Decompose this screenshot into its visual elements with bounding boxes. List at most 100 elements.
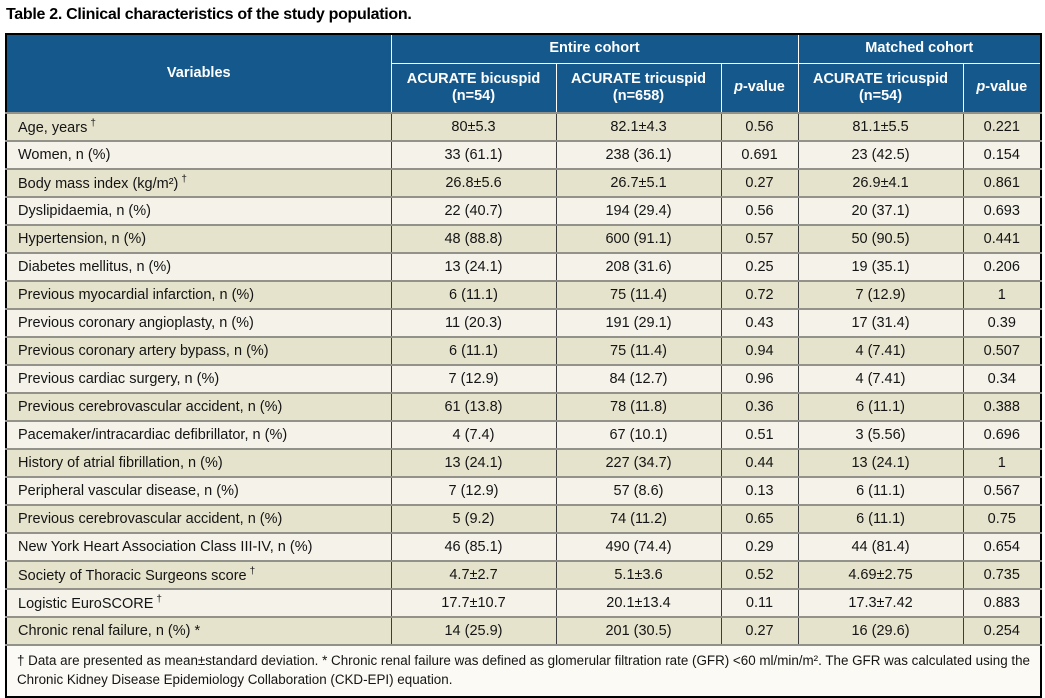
table-footer: † Data are presented as mean±standard de…: [6, 643, 1042, 698]
table-row: Peripheral vascular disease, n (%) 7 (12.…: [6, 476, 1042, 505]
cell-value: 0.65: [720, 504, 799, 533]
table-row: Previous cerebrovascular accident, n (%)…: [6, 504, 1042, 533]
cell-value: 17.3±7.42: [797, 588, 964, 617]
cell-value: 0.567: [962, 476, 1042, 505]
cell-value: 23 (42.5): [797, 140, 964, 169]
cell-value: 26.8±5.6: [390, 168, 556, 197]
cell-value: 0.75: [962, 504, 1042, 533]
cell-value: 0.691: [720, 140, 799, 169]
column-header-line1: ACURATE tricuspid: [812, 70, 949, 87]
cell-value: 0.36: [720, 392, 799, 421]
cell-value: 0.39: [962, 308, 1042, 337]
row-label-text: Chronic renal failure, n (%) *: [18, 623, 201, 639]
cell-value: 4.7±2.7: [390, 560, 556, 589]
table-header: Variables Entire cohort Matched cohort A…: [5, 33, 1042, 114]
cell-value: 0.43: [720, 308, 799, 337]
cell-value: 0.206: [962, 252, 1042, 281]
row-label: Previous cerebrovascular accident, n (%): [6, 392, 391, 421]
dagger-marker: †: [90, 118, 96, 130]
group-header-entire-cohort: Entire cohort: [390, 33, 799, 64]
column-header-acurate-bicuspid-n54: ACURATE bicuspid (n=54): [390, 63, 557, 114]
cell-value: 0.34: [962, 364, 1042, 393]
row-label-text: Previous cardiac surgery, n (%): [18, 371, 220, 387]
column-header-pvalue-entire: p-value: [720, 63, 799, 114]
clinical-characteristics-table: Variables Entire cohort Matched cohort A…: [5, 33, 1043, 698]
cell-value: 13 (24.1): [390, 252, 556, 281]
column-header-acurate-tricuspid-n658: ACURATE tricuspid (n=658): [555, 63, 722, 114]
cell-value: 11 (20.3): [390, 308, 556, 337]
pvalue-italic-p: p: [976, 79, 986, 96]
cell-value: 7 (12.9): [390, 476, 556, 505]
column-header-acurate-tricuspid-n54: ACURATE tricuspid (n=54): [797, 63, 964, 114]
cell-value: 0.27: [720, 616, 799, 645]
group-header-matched-cohort: Matched cohort: [797, 33, 1042, 64]
cell-value: 1: [962, 280, 1042, 309]
cell-value: 17.7±10.7: [390, 588, 556, 617]
cell-value: 84 (12.7): [555, 364, 721, 393]
cell-value: 5 (9.2): [390, 504, 556, 533]
table-row: Previous coronary angioplasty, n (%) 11 (…: [6, 308, 1042, 337]
cell-value: 0.507: [962, 336, 1042, 365]
cell-value: 20.1±13.4: [555, 588, 721, 617]
cell-value: 0.11: [720, 588, 799, 617]
table-row: New York Heart Association Class III-IV,…: [6, 532, 1042, 561]
cell-value: 208 (31.6): [555, 252, 721, 281]
cell-value: 490 (74.4): [555, 532, 721, 561]
cell-value: 75 (11.4): [555, 280, 721, 309]
table-row: Previous coronary artery bypass, n (%) 6 …: [6, 336, 1042, 365]
row-label: Hypertension, n (%): [6, 224, 391, 253]
table-row: Hypertension, n (%) 48 (88.8) 600 (91.1) 0.…: [6, 224, 1042, 253]
row-label: Women, n (%): [6, 140, 391, 169]
row-label: Previous coronary angioplasty, n (%): [6, 308, 391, 337]
table-row: Diabetes mellitus, n (%) 13 (24.1) 208 (31…: [6, 252, 1042, 281]
column-header-pvalue-matched: p-value: [962, 63, 1042, 114]
table-row: Age, years † 80±5.3 82.1±4.3 0.56 81.1±5.5 0.2…: [6, 112, 1042, 141]
cell-value: 22 (40.7): [390, 196, 556, 225]
cell-value: 80±5.3: [390, 112, 556, 141]
cell-value: 33 (61.1): [390, 140, 556, 169]
cell-value: 0.254: [962, 616, 1042, 645]
cell-value: 4.69±2.75: [797, 560, 964, 589]
cell-value: 0.96: [720, 364, 799, 393]
table-row: Dyslipidaemia, n (%) 22 (40.7) 194 (29.4) 0…: [6, 196, 1042, 225]
row-label-text: Previous coronary angioplasty, n (%): [18, 315, 254, 331]
dagger-marker: †: [249, 566, 256, 578]
row-label: New York Heart Association Class III-IV,…: [6, 532, 391, 561]
table-row: Body mass index (kg/m²) † 26.8±5.6 26.7±5.1…: [6, 168, 1042, 197]
row-label-text: Pacemaker/intracardiac defibrillator, n …: [18, 427, 288, 443]
row-label: Diabetes mellitus, n (%): [6, 252, 391, 281]
cell-value: 7 (12.9): [390, 364, 556, 393]
cell-value: 0.696: [962, 420, 1042, 449]
cell-value: 0.883: [962, 588, 1042, 617]
cell-value: 227 (34.7): [555, 448, 721, 477]
row-label-text: Previous myocardial infarction, n (%): [18, 287, 255, 303]
cell-value: 50 (90.5): [797, 224, 964, 253]
cell-value: 6 (11.1): [797, 392, 964, 421]
cell-value: 0.72: [720, 280, 799, 309]
cell-value: 600 (91.1): [555, 224, 721, 253]
cell-value: 75 (11.4): [555, 336, 721, 365]
row-label-text: Hypertension, n (%): [18, 231, 147, 247]
cell-value: 0.221: [962, 112, 1042, 141]
row-label: Previous myocardial infarction, n (%): [6, 280, 391, 309]
cell-value: 6 (11.1): [797, 476, 964, 505]
row-label: Dyslipidaemia, n (%): [6, 196, 391, 225]
table-row: Pacemaker/intracardiac defibrillator, n …: [6, 420, 1042, 449]
table-row: Chronic renal failure, n (%) * 14 (25.9) 2…: [6, 616, 1042, 645]
cell-value: 26.7±5.1: [555, 168, 721, 197]
row-label: Pacemaker/intracardiac defibrillator, n …: [6, 420, 391, 449]
cell-value: 0.13: [720, 476, 799, 505]
cell-value: 81.1±5.5: [797, 112, 964, 141]
cell-value: 191 (29.1): [555, 308, 721, 337]
group-header-row: Variables Entire cohort Matched cohort: [5, 33, 1042, 114]
table-row: Previous cerebrovascular accident, n (%)…: [6, 392, 1042, 421]
cell-value: 4 (7.41): [797, 336, 964, 365]
table-body: Age, years † 80±5.3 82.1±4.3 0.56 81.1±5.5 0.2…: [6, 112, 1042, 645]
cell-value: 0.388: [962, 392, 1042, 421]
cell-value: 0.44: [720, 448, 799, 477]
row-label-text: Previous cerebrovascular accident, n (%): [18, 511, 283, 527]
row-label: Body mass index (kg/m²) †: [6, 168, 391, 197]
cell-value: 0.56: [720, 196, 799, 225]
cell-value: 4 (7.4): [390, 420, 556, 449]
cell-value: 0.735: [962, 560, 1042, 589]
